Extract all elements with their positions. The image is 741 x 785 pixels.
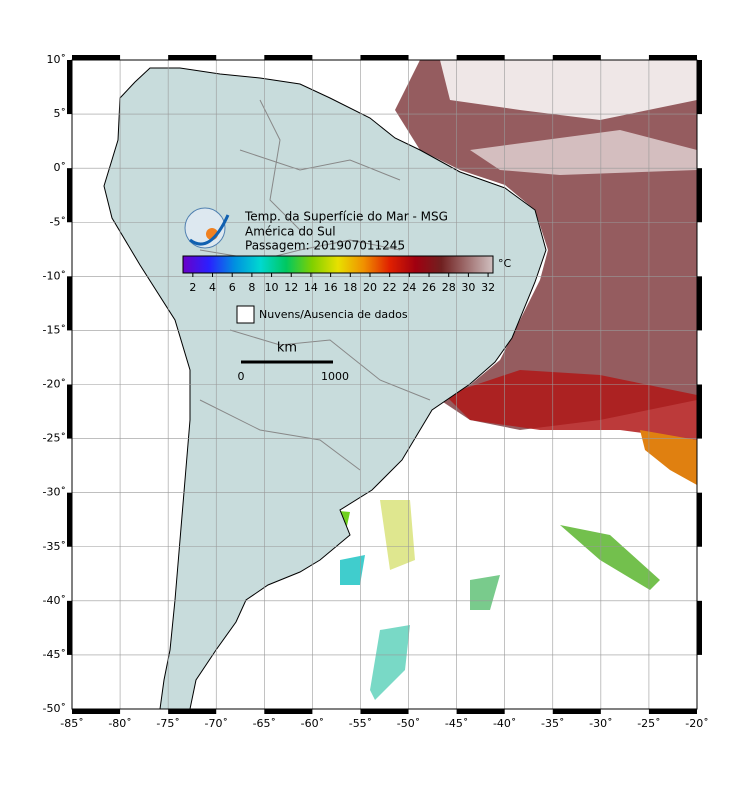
title-line: Temp. da Superfície do Mar - MSG: [244, 210, 448, 224]
title-line: América do Sul: [245, 225, 336, 239]
y-tick-label: -35˚: [43, 540, 66, 553]
sst-green-patch: [470, 575, 500, 610]
colorbar-tick-label: 30: [461, 281, 475, 294]
x-tick-label: -20˚: [685, 717, 708, 730]
sst-green-streak: [560, 525, 660, 590]
y-tick-label: -10˚: [43, 269, 66, 282]
colorbar-tick-label: 32: [481, 281, 495, 294]
x-tick-label: -65˚: [253, 717, 276, 730]
graticule: -85˚ -80˚ -75˚ -70˚ -65˚ -60˚ -55˚ -50˚ -45˚ -40˚…: [43, 53, 709, 730]
frame-segment: [168, 709, 217, 714]
colorbar-tick-label: 12: [284, 281, 298, 294]
y-tick-label: 0˚: [54, 161, 67, 174]
frame-segment: [697, 492, 702, 547]
frame-segment: [360, 709, 409, 714]
y-tick-label: -40˚: [43, 594, 66, 607]
frame-segment: [168, 55, 217, 60]
frame-segment: [697, 384, 702, 439]
frame: [71, 59, 698, 710]
x-tick-label: -85˚: [60, 717, 83, 730]
logo: [184, 207, 230, 249]
frame-segment: [67, 492, 72, 547]
colorbar-ticks: 2 4 6 8 10 12 14 16 18 20 22 24 26 28 30 32: [189, 273, 495, 294]
x-tick-label: -80˚: [108, 717, 131, 730]
x-tick-label: -30˚: [589, 717, 612, 730]
frame-segment: [264, 55, 313, 60]
frame-segment: [67, 600, 72, 655]
colorbar-tick-label: 6: [229, 281, 236, 294]
colorbar-tick-label: 16: [324, 281, 338, 294]
logo-arrow: [189, 214, 230, 246]
colorbar-tick-label: 8: [248, 281, 255, 294]
frame-segment: [67, 276, 72, 331]
frame-segment: [72, 55, 121, 60]
frame-segment: [697, 276, 702, 331]
y-tick-label: 5˚: [54, 107, 67, 120]
colorbar-tick-label: 24: [402, 281, 416, 294]
legend-label: Nuvens/Ausencia de dados: [259, 308, 408, 321]
colorbar-tick-label: 2: [189, 281, 196, 294]
y-tick-label: -45˚: [43, 648, 66, 661]
colorbar-tick-label: 28: [442, 281, 456, 294]
colorbar-tick-label: 18: [343, 281, 357, 294]
colorbar-tick-label: 10: [265, 281, 279, 294]
frame-segment: [72, 709, 121, 714]
frame-segment: [552, 55, 601, 60]
x-tick-label: -40˚: [493, 717, 516, 730]
frame-segment: [67, 384, 72, 439]
x-tick-label: -50˚: [397, 717, 420, 730]
title-line: Passagem: 201907011245: [245, 239, 405, 253]
x-tick-label: -25˚: [637, 717, 660, 730]
frame-segment: [552, 709, 601, 714]
y-tick-label: 10˚: [47, 53, 67, 66]
y-tick-label: -5˚: [50, 215, 66, 228]
frame-segment: [648, 55, 697, 60]
sst-yellow: [380, 500, 415, 570]
sst-teal-patch: [370, 625, 410, 700]
scale-label: 0: [238, 370, 245, 383]
colorbar-tick-label: 26: [422, 281, 436, 294]
frame-segment: [67, 168, 72, 223]
y-tick-label: -20˚: [43, 378, 66, 391]
x-tick-label: -70˚: [204, 717, 227, 730]
y-tick-label: -25˚: [43, 432, 66, 445]
borders: [199, 99, 431, 471]
frame-segment: [360, 55, 409, 60]
y-tick-label: -30˚: [43, 486, 66, 499]
x-tick-label: -35˚: [541, 717, 564, 730]
y-tick-label: -50˚: [43, 702, 66, 715]
frame-segment: [697, 600, 702, 655]
sst-red-band: [445, 370, 697, 440]
colorbar-tick-label: 4: [209, 281, 216, 294]
scale-label: 1000: [321, 370, 349, 383]
x-tick-label: -75˚: [156, 717, 179, 730]
x-tick-label: -45˚: [445, 717, 468, 730]
frame-segment: [67, 60, 72, 115]
x-tick-label: -60˚: [301, 717, 324, 730]
frame-segment: [456, 55, 505, 60]
frame-segment: [648, 709, 697, 714]
frame-segment: [456, 709, 505, 714]
frame-segment: [697, 168, 702, 223]
frame-segment: [264, 709, 313, 714]
y-tick-label: -15˚: [43, 323, 66, 336]
colorbar-tick-label: 14: [304, 281, 318, 294]
colorbar-tick-label: 20: [363, 281, 377, 294]
colorbar: [182, 255, 494, 274]
legend-swatch: [236, 305, 255, 324]
colorbar-unit: °C: [498, 257, 512, 270]
sst-cyan: [340, 555, 365, 585]
x-tick-label: -55˚: [349, 717, 372, 730]
colorbar-tick-label: 22: [383, 281, 397, 294]
cloud: [440, 60, 697, 120]
frame-segment: [697, 60, 702, 115]
scale-unit: km: [277, 341, 297, 356]
sst-orange: [640, 430, 697, 485]
cloud: [470, 130, 697, 175]
